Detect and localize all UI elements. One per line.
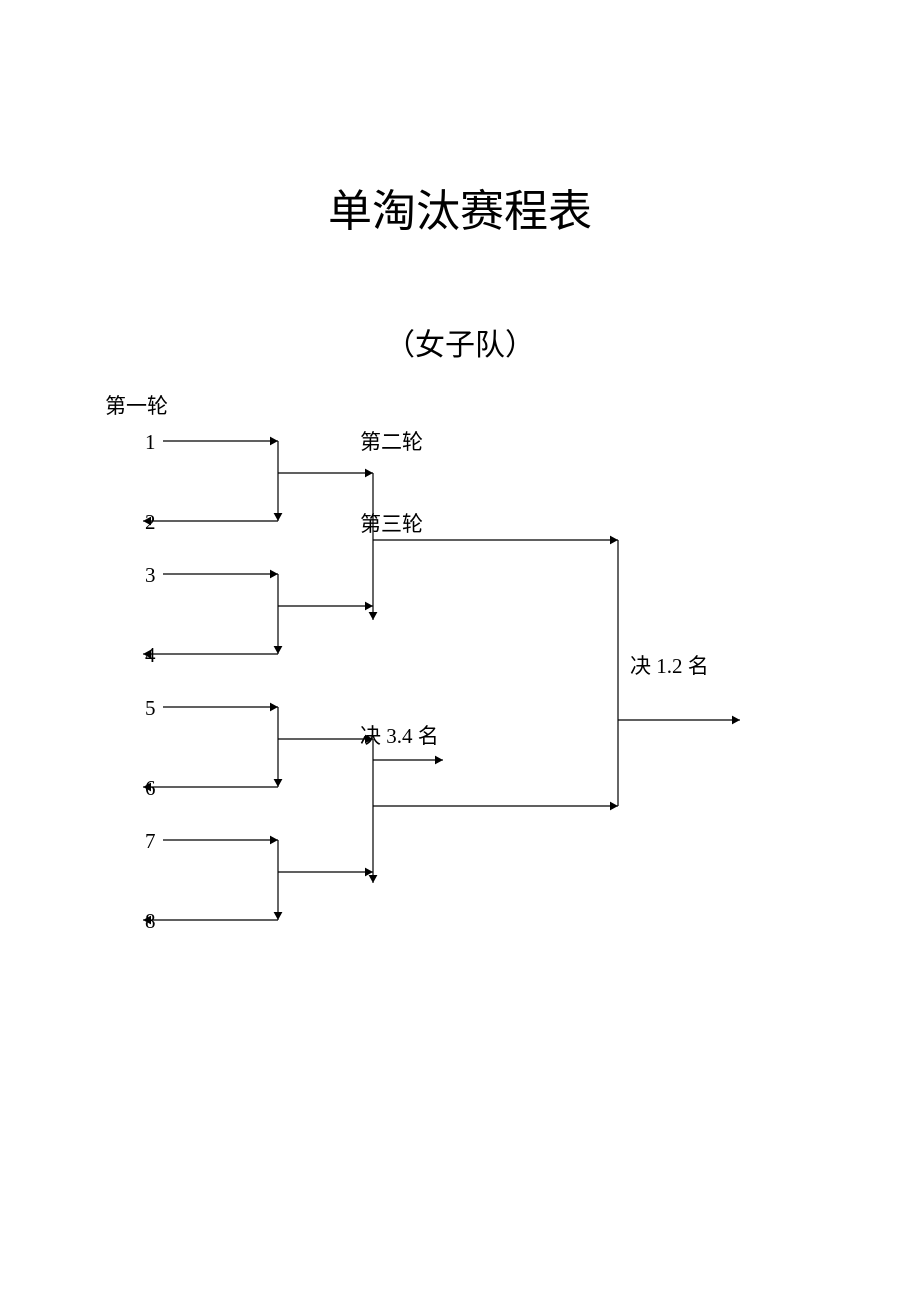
bracket-diagram (0, 0, 920, 1302)
bracket-page: 单淘汰赛程表 （女子队） 第一轮 第二轮 第三轮 决 3.4 名 决 1.2 名… (0, 0, 920, 1302)
